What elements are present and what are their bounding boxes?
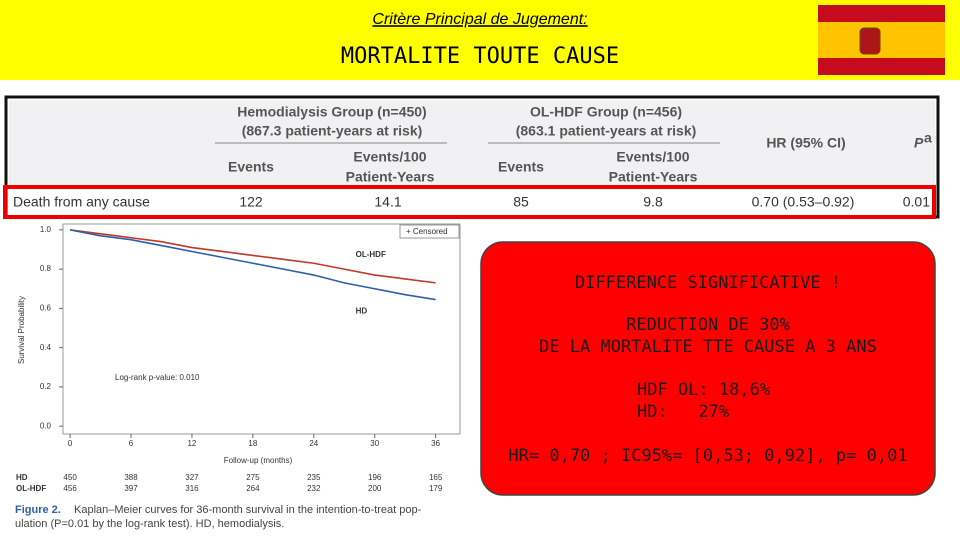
cell: 85 xyxy=(513,194,529,210)
caption-label: Figure 2. xyxy=(15,504,61,516)
at-risk-name: HD xyxy=(16,473,28,482)
group-header: (867.3 patient-years at risk) xyxy=(242,123,423,139)
y-tick-label: 0.2 xyxy=(40,382,52,391)
flag-yellow xyxy=(818,22,945,58)
callout-line: HD: 27% xyxy=(637,402,729,422)
y-label: Survival Probability xyxy=(17,296,26,364)
legend-text: + Censored xyxy=(406,227,448,236)
callout-box xyxy=(480,241,936,496)
km-chart: Survival Probability Follow-up (months) … xyxy=(16,223,461,493)
x-tick-label: 36 xyxy=(431,439,440,448)
y-tick-label: 0.0 xyxy=(40,421,52,430)
title: MORTALITE TOUTE CAUSE xyxy=(341,44,619,69)
at-risk: 450 xyxy=(63,473,77,482)
at-risk: 235 xyxy=(307,473,321,482)
header-band xyxy=(0,0,960,80)
cell: 14.1 xyxy=(374,194,401,210)
x-label: Follow-up (months) xyxy=(224,456,293,465)
caption-line: Kaplan–Meier curves for 36-month surviva… xyxy=(74,504,422,516)
curve-label: HD xyxy=(356,307,368,316)
at-risk: 165 xyxy=(429,473,443,482)
col-header: HR (95% CI) xyxy=(766,135,845,151)
x-tick-label: 0 xyxy=(68,439,73,448)
col-header: Events/100 xyxy=(616,149,689,165)
x-tick-label: 6 xyxy=(129,439,134,448)
at-risk: 232 xyxy=(307,484,321,493)
y-tick-label: 1.0 xyxy=(40,225,52,234)
cell: 122 xyxy=(239,194,263,210)
group-header: OL-HDF Group (n=456) xyxy=(530,104,682,120)
y-tick-label: 0.8 xyxy=(40,264,52,273)
at-risk: 456 xyxy=(63,484,77,493)
at-risk: 316 xyxy=(185,484,199,493)
survival-curve xyxy=(69,229,436,301)
cell: 0.70 (0.53–0.92) xyxy=(752,194,855,210)
col-header-sup: a xyxy=(924,130,932,146)
at-risk: 275 xyxy=(246,473,260,482)
x-tick-label: 24 xyxy=(309,439,318,448)
at-risk: 200 xyxy=(368,484,382,493)
col-header: Patient-Years xyxy=(609,169,698,185)
x-tick-label: 12 xyxy=(187,439,196,448)
col-header: Events xyxy=(228,159,274,175)
x-tick-label: 18 xyxy=(248,439,257,448)
curve-label: OL-HDF xyxy=(356,250,386,259)
row-highlight xyxy=(3,185,936,219)
at-risk: 397 xyxy=(124,484,138,493)
col-header: P xyxy=(914,135,924,151)
at-risk: 179 xyxy=(429,484,443,493)
y-tick-label: 0.4 xyxy=(40,343,52,352)
callout-line: REDUCTION DE 30% xyxy=(626,315,790,335)
caption-line: ulation (P=0.01 by the log-rank test). H… xyxy=(15,518,284,530)
table-head xyxy=(9,100,935,186)
plot-frame xyxy=(62,223,461,435)
at-risk: 196 xyxy=(368,473,382,482)
cell: 9.8 xyxy=(643,194,663,210)
flag xyxy=(818,5,945,75)
callout-line: HDF OL: 18,6% xyxy=(637,380,770,400)
callout-line: DE LA MORTALITE TTE CAUSE A 3 ANS xyxy=(539,337,877,357)
col-header: Events/100 xyxy=(353,149,426,165)
subtitle: Critère Principal de Jugement: xyxy=(372,11,587,28)
legend xyxy=(399,224,460,239)
y-tick-label: 0.6 xyxy=(40,304,52,313)
at-risk: 327 xyxy=(185,473,199,482)
callout-line: HR= 0,70 ; IC95%= [0,53; 0,92], p= 0,01 xyxy=(508,446,907,466)
survival-curve xyxy=(70,229,436,284)
at-risk: 388 xyxy=(124,473,138,482)
col-header: Events xyxy=(498,159,544,175)
col-header: Patient-Years xyxy=(346,169,435,185)
at-risk: 264 xyxy=(246,484,260,493)
group-header: (863.1 patient-years at risk) xyxy=(516,123,697,139)
annotation: Log-rank p-value: 0.010 xyxy=(115,373,200,382)
callout-line: DIFFERENCE SIGNIFICATIVE ! xyxy=(575,273,841,293)
flag-arms xyxy=(859,27,881,55)
x-tick-label: 30 xyxy=(370,439,379,448)
at-risk-name: OL-HDF xyxy=(16,484,46,493)
cell: Death from any cause xyxy=(13,194,150,210)
group-header: Hemodialysis Group (n=450) xyxy=(237,104,426,120)
cell: 0.01 xyxy=(903,194,930,210)
